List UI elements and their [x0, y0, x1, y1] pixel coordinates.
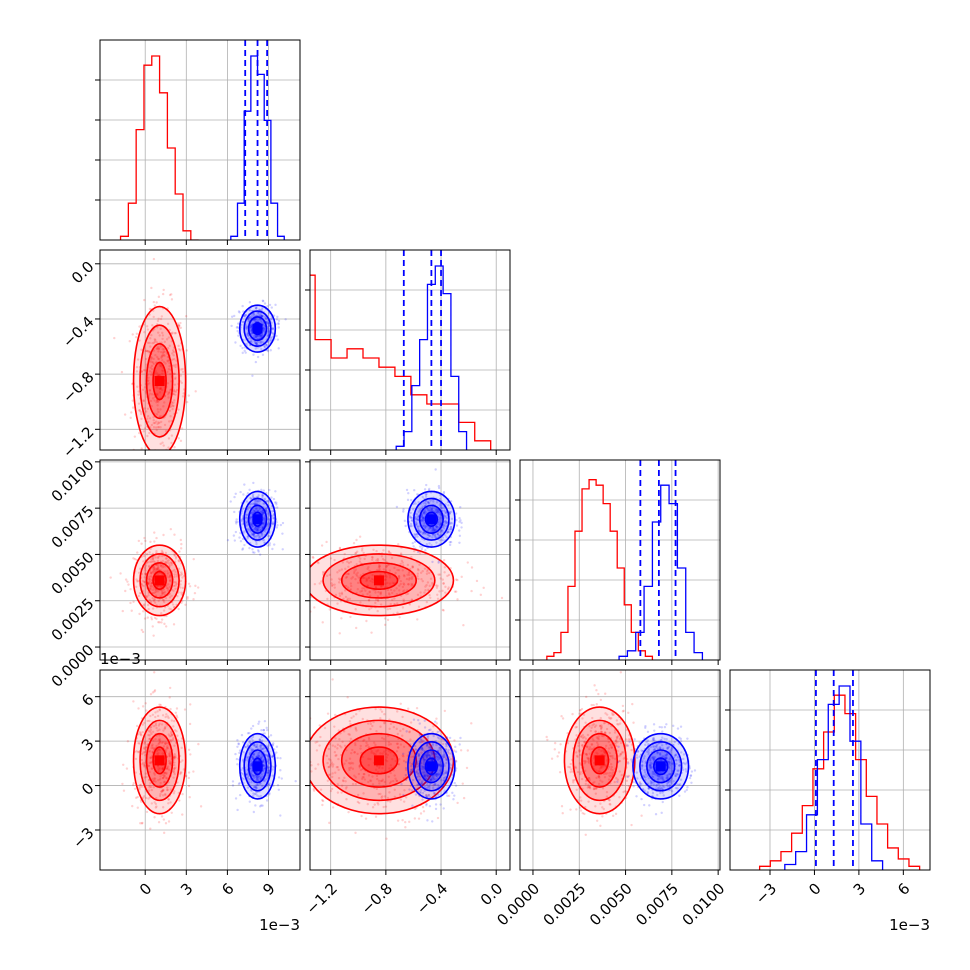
y-tick-label-p2-1: 0.0025 [48, 595, 98, 645]
y-tick-label-p2-3: 0.0075 [48, 502, 98, 552]
density-peak-marker [252, 761, 263, 772]
panel-p0-p0 [100, 40, 300, 240]
x-tick-label-p0-2: 6 [218, 880, 237, 899]
panel-layer [95, 39, 931, 875]
x-tick-label-p3-3: 6 [894, 880, 913, 899]
panel-frame [309, 249, 511, 451]
x-offset-label-p0: 1e−3 [259, 916, 300, 934]
density-peak-marker [426, 761, 437, 772]
density-peak-marker [154, 755, 165, 766]
y-tick-label-p2-4: 0.0100 [48, 456, 98, 506]
x-tick-label-p0-0: 0 [136, 880, 155, 899]
y-tick-label-p1-1: −0.8 [59, 368, 97, 406]
x-offset-label-p3: 1e−3 [889, 916, 930, 934]
y-tick-label-p1-3: 0.0 [68, 258, 98, 288]
panel-p2-p1 [310, 460, 510, 660]
density-peak-marker [373, 755, 384, 766]
x-tick-label-p2-1: 0.0025 [540, 880, 590, 930]
x-tick-label-p2-4: 0.0100 [679, 880, 729, 930]
panel-p1-p1 [310, 250, 510, 450]
x-tick-label-p1-0: −1.2 [302, 880, 340, 918]
x-tick-label-p3-0: −3 [752, 880, 780, 908]
y-tick-label-p1-0: −1.2 [59, 423, 97, 461]
y-tick-label-p3-2: 3 [78, 735, 97, 754]
x-tick-label-p1-1: −0.8 [358, 880, 396, 918]
density-peak-marker [426, 514, 437, 525]
y-tick-label-p1-2: −0.4 [59, 313, 97, 351]
x-tick-label-p1-3: 0.0 [477, 880, 507, 910]
panel-p3-p0 [100, 670, 300, 870]
hist-p3-series-0 [758, 694, 921, 870]
panel-p3-p1 [310, 670, 510, 870]
x-tick-label-p0-1: 3 [177, 880, 196, 899]
panel-p1-p0 [100, 250, 300, 450]
density-peak-marker [252, 514, 263, 525]
panel-frame [519, 459, 721, 661]
panel-frame [99, 39, 301, 241]
x-tick-label-p0-3: 9 [259, 880, 278, 899]
y-tick-label-p2-2: 0.0050 [48, 548, 98, 598]
y-tick-label-p3-3: 6 [78, 690, 97, 709]
panel-frame [729, 669, 931, 871]
hist-p2-series-1 [618, 484, 704, 660]
y-tick-label-p2-0: 0.0000 [48, 641, 98, 691]
panel-frame [99, 249, 301, 451]
panel-frame [519, 669, 721, 871]
x-tick-label-p2-2: 0.0050 [586, 880, 636, 930]
hist-p0-series-0 [119, 55, 199, 240]
y-tick-label-p3-1: 0 [78, 779, 97, 798]
density-peak-marker [373, 575, 384, 586]
density-peak-marker [594, 755, 605, 766]
panel-frame [309, 669, 511, 871]
hist-p1-series-0 [310, 274, 492, 450]
y-tick-label-p3-0: −3 [69, 824, 97, 852]
panel-p3-p2 [520, 670, 720, 870]
panel-p2-p0 [100, 460, 300, 660]
panel-frame [309, 459, 511, 661]
x-tick-label-p1-2: −0.4 [413, 880, 451, 918]
x-tick-label-p3-1: 0 [805, 880, 824, 899]
density-peak-marker [655, 761, 666, 772]
panel-frame [99, 459, 301, 661]
panel-frame [99, 669, 301, 871]
x-tick-label-p2-3: 0.0075 [632, 880, 682, 930]
panel-p2-p2 [520, 460, 720, 660]
density-peak-marker [154, 575, 165, 586]
density-peak-marker [154, 376, 165, 387]
density-peak-marker [252, 323, 263, 334]
panel-p3-p3 [730, 670, 930, 870]
y-offset-label-p3: 1e−3 [100, 650, 141, 668]
x-tick-label-p3-2: 3 [850, 880, 869, 899]
